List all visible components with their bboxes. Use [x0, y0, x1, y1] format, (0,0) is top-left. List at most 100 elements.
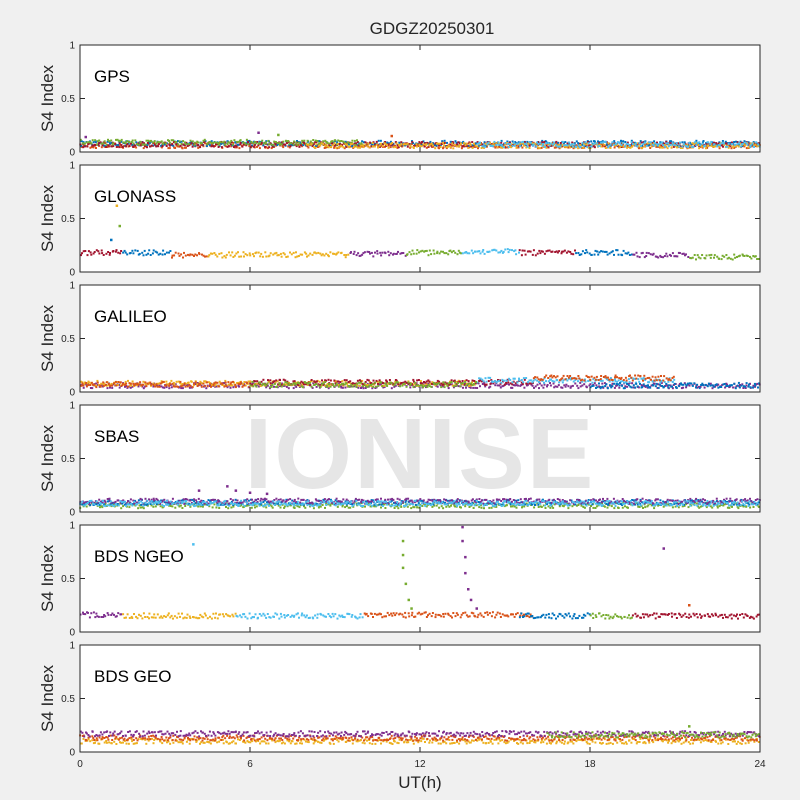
- data-point: [322, 381, 325, 384]
- data-point: [314, 145, 317, 148]
- data-point: [757, 142, 760, 145]
- data-point: [406, 505, 409, 508]
- data-point: [515, 143, 518, 145]
- data-point: [162, 249, 165, 252]
- data-point: [506, 143, 509, 145]
- data-point: [453, 379, 456, 382]
- data-point: [102, 385, 105, 387]
- data-point: [374, 385, 377, 388]
- data-point: [511, 386, 514, 389]
- data-point: [591, 385, 594, 387]
- data-point: [553, 375, 555, 378]
- data-point: [92, 383, 94, 386]
- data-point: [680, 387, 683, 390]
- data-point: [549, 142, 552, 145]
- data-point: [605, 383, 608, 386]
- data-point: [392, 498, 395, 501]
- data-point: [171, 143, 174, 146]
- axes-background: [80, 165, 760, 272]
- data-point: [424, 250, 427, 252]
- data-point: [124, 251, 127, 254]
- data-point: [627, 145, 630, 148]
- data-point: [333, 142, 336, 145]
- data-point: [296, 140, 298, 142]
- data-point: [530, 382, 533, 385]
- data-point: [485, 383, 488, 386]
- data-point: [737, 145, 740, 148]
- data-point: [295, 141, 298, 144]
- data-point: [561, 141, 564, 144]
- data-point: [687, 256, 690, 258]
- y-tick-label: 0.5: [61, 334, 75, 345]
- data-point: [515, 146, 518, 149]
- data-point: [589, 145, 592, 148]
- data-point: [480, 147, 483, 149]
- data-point: [286, 255, 289, 258]
- data-point: [725, 254, 728, 256]
- data-point: [407, 380, 410, 383]
- data-point: [243, 381, 246, 383]
- data-point: [621, 506, 624, 509]
- data-point: [622, 379, 625, 381]
- data-point: [393, 385, 396, 388]
- data-point: [452, 144, 455, 147]
- data-point: [174, 506, 177, 509]
- data-point: [504, 143, 507, 146]
- data-point: [490, 506, 493, 509]
- data-point: [259, 384, 262, 387]
- data-point: [182, 143, 185, 146]
- data-point: [749, 386, 752, 389]
- data-point: [368, 381, 371, 384]
- data-point: [168, 387, 171, 390]
- data-point: [85, 382, 88, 384]
- data-point: [420, 142, 423, 145]
- data-point: [464, 379, 467, 382]
- data-point: [328, 144, 330, 147]
- data-point: [698, 387, 701, 390]
- data-point: [372, 255, 375, 258]
- data-point: [446, 499, 449, 502]
- data-point: [103, 144, 106, 147]
- data-point: [314, 381, 317, 384]
- data-point: [737, 381, 740, 384]
- data-point: [443, 383, 445, 386]
- data-point: [239, 501, 242, 504]
- data-point: [389, 381, 392, 384]
- data-point: [403, 382, 406, 385]
- data-point: [559, 142, 562, 144]
- data-point: [496, 146, 499, 149]
- data-point: [705, 506, 708, 509]
- data-point: [428, 144, 431, 147]
- data-point: [641, 251, 644, 254]
- y-tick-label: 0.5: [61, 94, 75, 105]
- data-point: [696, 383, 699, 386]
- data-point: [532, 249, 535, 252]
- data-point: [324, 506, 326, 509]
- data-point: [357, 146, 359, 149]
- data-point: [569, 386, 572, 389]
- data-point: [605, 250, 608, 253]
- data-point: [146, 146, 148, 149]
- data-point: [570, 385, 573, 388]
- data-point: [526, 140, 529, 143]
- data-point: [581, 378, 584, 381]
- data-point: [577, 252, 580, 254]
- data-point: [322, 140, 325, 143]
- data-point: [450, 379, 453, 382]
- data-point: [174, 147, 177, 149]
- data-point: [522, 381, 525, 384]
- data-point: [221, 141, 224, 144]
- data-point: [320, 383, 323, 386]
- data-point: [617, 253, 620, 256]
- data-point: [638, 142, 641, 145]
- data-point: [186, 144, 189, 147]
- data-point: [353, 385, 356, 388]
- data-point: [630, 141, 633, 144]
- data-point: [176, 502, 179, 505]
- data-point: [615, 143, 618, 145]
- data-point: [754, 385, 756, 388]
- data-point: [493, 142, 496, 145]
- data-point: [579, 144, 582, 147]
- data-point: [711, 384, 714, 387]
